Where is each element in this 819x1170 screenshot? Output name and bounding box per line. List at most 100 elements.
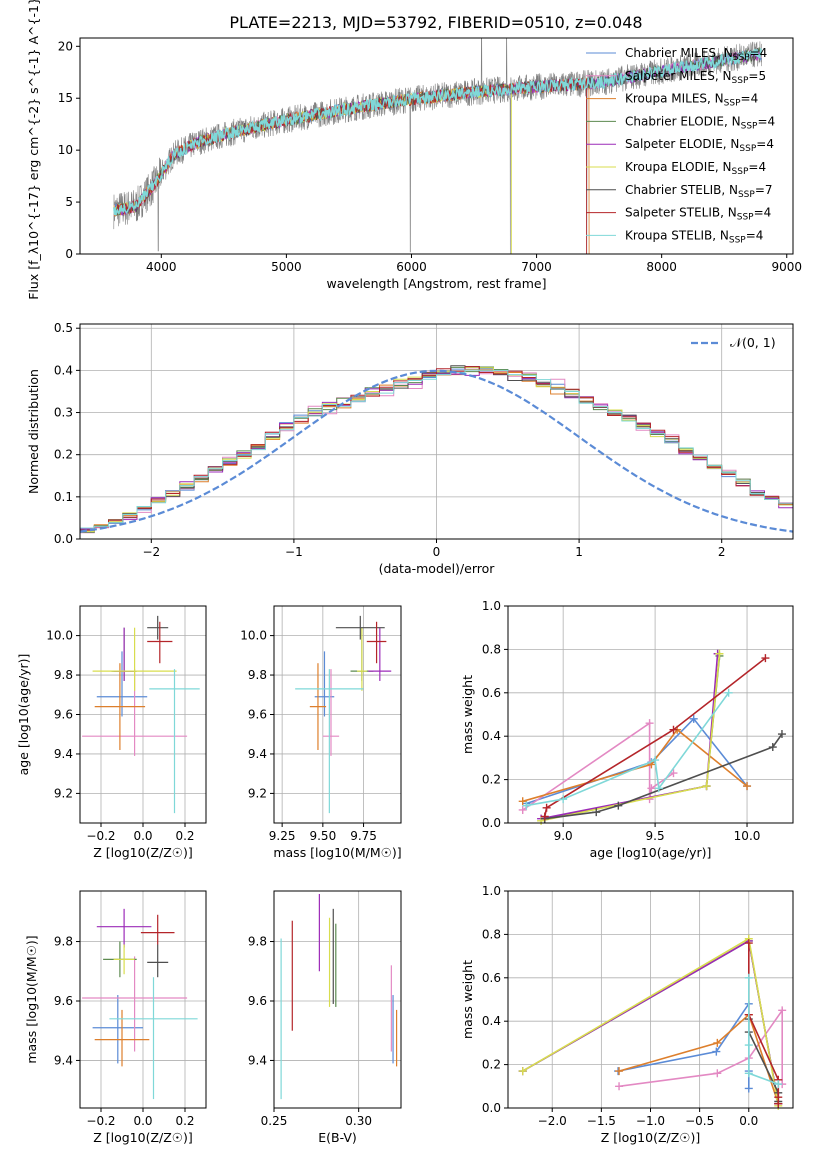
y-tick-label: 0.8 bbox=[482, 642, 501, 656]
weight-point-marker bbox=[761, 654, 770, 663]
y-tick-label: 0.4 bbox=[482, 1014, 501, 1028]
y-tick-label: 10.0 bbox=[46, 629, 73, 643]
x-tick-label: 0.0 bbox=[739, 1114, 758, 1128]
weight-point-marker bbox=[702, 782, 711, 791]
x-axis-label: Z [log10(Z/Z☉)] bbox=[93, 845, 193, 860]
weight-point-marker bbox=[778, 1006, 787, 1015]
panel-mass-vs-ebv: 0.25 0.30 9.4 9.6 9.8 E(B-V) bbox=[248, 890, 402, 1145]
model-spectrum-line bbox=[113, 48, 763, 216]
y-tick-label: 0.6 bbox=[482, 971, 501, 985]
x-tick-label: 9.5 bbox=[646, 829, 665, 843]
x-tick-label: 0.2 bbox=[175, 829, 194, 843]
y-tick-label: 9.6 bbox=[248, 708, 267, 722]
weight-point-marker bbox=[712, 1047, 721, 1056]
y-axis-label: mass weight bbox=[460, 960, 475, 1039]
weight-point-marker bbox=[713, 1038, 722, 1047]
weight-point-marker bbox=[774, 1099, 783, 1108]
legend-subscript: SSP bbox=[738, 190, 755, 200]
legend-count: =4 bbox=[756, 137, 774, 151]
y-tick-label: 0.1 bbox=[54, 490, 73, 504]
x-axis-label: mass [log10(M/M☉)] bbox=[273, 845, 401, 860]
weight-point-marker bbox=[689, 714, 698, 723]
x-tick-label: 4000 bbox=[146, 260, 177, 274]
residual-histogram bbox=[80, 366, 793, 531]
y-tick-label: 0 bbox=[65, 247, 73, 261]
legend-count: =4 bbox=[741, 92, 759, 106]
weight-point-marker bbox=[518, 797, 527, 806]
weight-point-marker bbox=[654, 784, 663, 793]
weight-point-marker bbox=[540, 812, 549, 821]
y-tick-label: 0.3 bbox=[54, 406, 73, 420]
y-tick-label: 9.8 bbox=[54, 935, 73, 949]
y-tick-label: 10.0 bbox=[240, 629, 267, 643]
y-tick-label: 0.2 bbox=[482, 1058, 501, 1072]
x-tick-label: −1.5 bbox=[587, 1114, 616, 1128]
weight-point-marker bbox=[614, 801, 623, 810]
weight-point-marker bbox=[559, 795, 568, 804]
weight-series-line bbox=[544, 657, 766, 817]
x-tick-label: −0.2 bbox=[86, 1114, 115, 1128]
weight-point-marker bbox=[713, 1069, 722, 1078]
y-tick-label: 9.6 bbox=[54, 708, 73, 722]
y-axis-label: Flux [f_λ10^{-17} erg cm^{-2} s^{-1} A^{… bbox=[26, 0, 41, 300]
x-tick-label: 8000 bbox=[646, 260, 677, 274]
legend-subscript: SSP bbox=[732, 76, 749, 86]
weight-point-marker bbox=[744, 939, 753, 948]
x-tick-label: 2 bbox=[718, 545, 726, 559]
y-tick-label: 0.0 bbox=[482, 816, 501, 830]
weight-point-marker bbox=[744, 1084, 753, 1093]
weight-point-marker bbox=[518, 805, 527, 814]
weight-point-marker bbox=[615, 1067, 624, 1076]
y-tick-label: 9.8 bbox=[54, 668, 73, 682]
legend-count: =4 bbox=[746, 228, 764, 242]
y-tick-label: 0.0 bbox=[54, 532, 73, 546]
axes-frame bbox=[273, 890, 402, 1109]
y-tick-label: 9.4 bbox=[54, 1053, 73, 1067]
weight-point-marker bbox=[647, 784, 656, 793]
y-axis-label: Normed distribution bbox=[26, 369, 41, 494]
figure-title: PLATE=2213, MJD=53792, FIBERID=0510, z=0… bbox=[229, 13, 642, 32]
y-tick-label: 0.8 bbox=[482, 927, 501, 941]
y-tick-label: 9.6 bbox=[54, 994, 73, 1008]
weight-point-marker bbox=[715, 649, 724, 658]
y-tick-label: 5 bbox=[65, 195, 73, 209]
x-tick-label: −0.2 bbox=[86, 829, 115, 843]
weight-point-marker bbox=[768, 743, 777, 752]
x-tick-label: 0.2 bbox=[175, 1114, 194, 1128]
weight-series-line bbox=[544, 733, 783, 820]
legend-count: =4 bbox=[757, 114, 775, 128]
legend-label: Chabrier STELIB, NSSP=7 bbox=[625, 183, 773, 200]
y-tick-label: 9.2 bbox=[54, 786, 73, 800]
x-axis-label: Z [log10(Z/Z☉)] bbox=[601, 1130, 701, 1145]
x-tick-label: 0.0 bbox=[133, 1114, 152, 1128]
y-tick-label: 10 bbox=[58, 143, 73, 157]
x-tick-label: 1 bbox=[575, 545, 583, 559]
x-axis-label: age [log10(age/yr)] bbox=[590, 845, 712, 860]
weight-point-marker bbox=[542, 803, 551, 812]
legend-count: =4 bbox=[748, 160, 766, 174]
weight-series-line bbox=[617, 1001, 750, 1089]
weight-series-line bbox=[748, 977, 779, 1085]
legend-label: Kroupa STELIB, NSSP=4 bbox=[625, 228, 763, 245]
legend-subscript: SSP bbox=[732, 167, 749, 177]
weight-point-marker bbox=[744, 1041, 753, 1050]
y-tick-label: 9.8 bbox=[248, 935, 267, 949]
weight-point-marker bbox=[645, 719, 654, 728]
axes-frame bbox=[79, 37, 794, 255]
legend-label: Chabrier MILES, NSSP=4 bbox=[625, 46, 767, 63]
y-tick-label: 9.6 bbox=[248, 994, 267, 1008]
legend-label: Chabrier ELODIE, NSSP=4 bbox=[625, 114, 775, 131]
y-tick-label: 1.0 bbox=[482, 884, 501, 898]
y-tick-label: 0.2 bbox=[54, 448, 73, 462]
y-tick-label: 0.2 bbox=[482, 773, 501, 787]
panel-age-vs-mass: 9.25 9.50 9.75 9.2 9.4 9.6 9.8 10.0 mass [log10(… bbox=[240, 605, 402, 860]
x-tick-label: 10.0 bbox=[734, 829, 761, 843]
weight-series-line bbox=[544, 655, 721, 820]
panel-age-vs-Z: −0.2 0.0 0.2 9.2 9.4 9.6 9.8 10.0 Z [log10(Z/Z☉)… bbox=[16, 605, 207, 860]
x-tick-label: 9000 bbox=[771, 260, 802, 274]
y-axis-label: mass [log10(M/M☉)] bbox=[24, 935, 39, 1063]
weight-point-marker bbox=[651, 756, 660, 765]
panel-weight-vs-Z: −2.0 −1.5 −1.0 −0.5 0.0 0.0 0.2 0.4 0.6 0.8 1.0 Z [… bbox=[460, 884, 794, 1145]
y-tick-label: 9.4 bbox=[54, 747, 73, 761]
weight-series-line bbox=[522, 728, 748, 803]
